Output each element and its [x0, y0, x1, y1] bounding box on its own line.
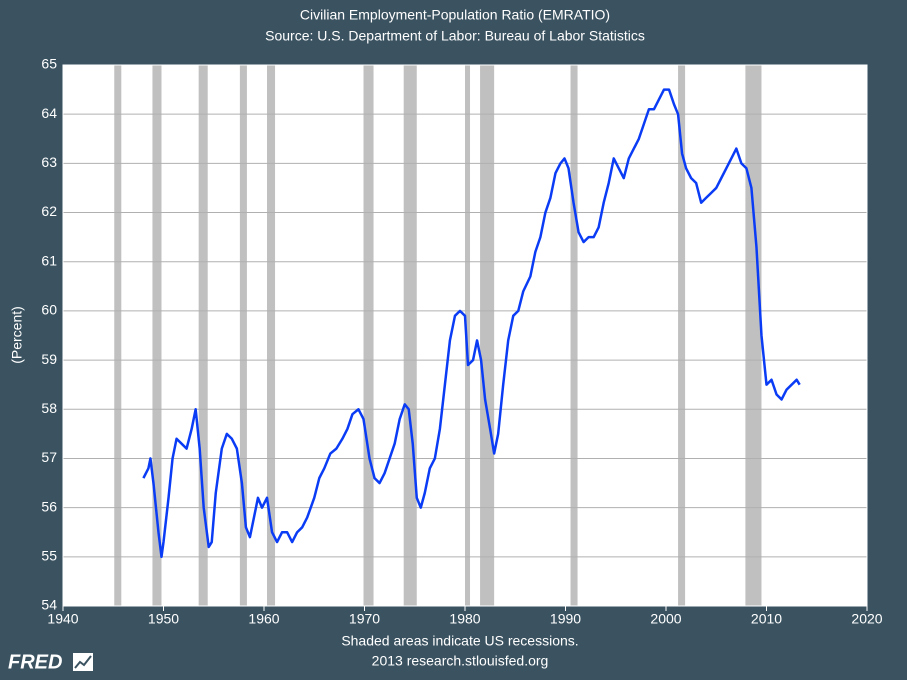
recession-band [465, 65, 471, 606]
y-tick-label: 58 [41, 400, 57, 416]
y-tick-label: 60 [41, 302, 57, 318]
y-tick-label: 55 [41, 548, 57, 564]
x-tick-label: 2020 [851, 611, 882, 627]
y-tick-label: 62 [41, 203, 57, 219]
y-tick-label: 64 [41, 105, 57, 121]
x-tick-label: 2010 [751, 611, 782, 627]
recession-band [198, 65, 208, 606]
recession-band [570, 65, 578, 606]
plot-border [62, 64, 868, 607]
x-tick-label: 1970 [349, 611, 380, 627]
logo: FRED [8, 651, 62, 673]
y-tick-label: 63 [41, 154, 57, 170]
recession-band [480, 65, 495, 606]
y-axis-label: (Percent) [9, 306, 25, 364]
y-tick-label: 54 [41, 597, 57, 613]
y-tick-label: 59 [41, 351, 57, 367]
recession-band [114, 65, 122, 606]
y-tick-label: 56 [41, 498, 57, 514]
recession-band [152, 65, 162, 606]
y-tick-label: 65 [41, 56, 57, 72]
recession-band [239, 65, 247, 606]
source-line: 2013 research.stlouisfed.org [372, 653, 549, 669]
chart-title: Civilian Employment-Population Ratio (EM… [300, 7, 610, 23]
footnote: Shaded areas indicate US recessions. [341, 633, 578, 649]
x-tick-label: 1960 [248, 611, 279, 627]
y-tick-label: 57 [41, 449, 57, 465]
y-tick-label: 61 [41, 252, 57, 268]
data-line [142, 88, 801, 559]
x-tick-label: 2000 [650, 611, 681, 627]
x-tick-label: 1940 [47, 611, 78, 627]
logo-icon-line [74, 655, 92, 669]
recession-band [678, 65, 686, 606]
recession-band [403, 65, 417, 606]
logo-icon [73, 653, 93, 671]
x-tick-label: 1950 [148, 611, 179, 627]
chart-subtitle: Source: U.S. Department of Labor: Bureau… [265, 28, 645, 44]
x-tick-label: 1980 [449, 611, 480, 627]
recession-band [363, 65, 374, 606]
recession-band [267, 65, 276, 606]
x-tick-label: 1990 [550, 611, 581, 627]
recession-band [745, 65, 762, 606]
